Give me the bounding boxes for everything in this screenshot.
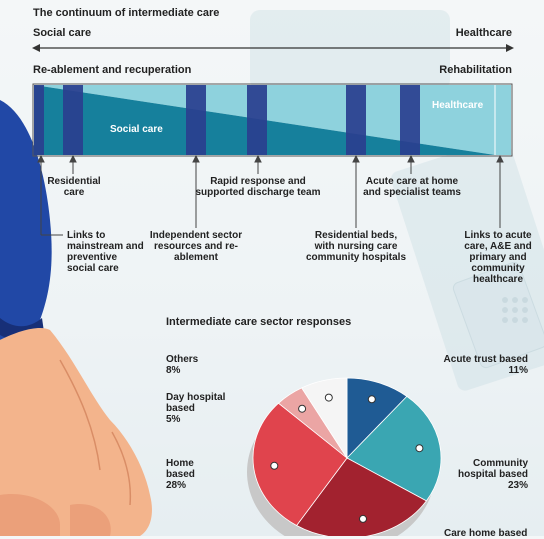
continuum-title: The continuum of intermediate care [33,7,220,19]
sleeve-shape [0,100,52,340]
healthcare-band-label: Healthcare [432,100,484,111]
band-marker [400,85,420,155]
pie-label-acute-trust-pct: 11% [508,365,528,376]
pie-slice [346,395,442,502]
pie-title: Intermediate care sector responses [166,316,352,328]
pie-slice-marker [324,393,333,402]
band-marker [34,85,44,155]
label-residential-beds: Residential beds, with nursing care comm… [306,230,407,263]
pie-label-community-hospital-pct: 23% [507,480,528,491]
label-acute-care-home: Acute care at home and specialist teams [363,176,461,198]
sub-right-label: Rehabilitation [439,64,512,76]
pie-label-others-name: Others [166,354,199,365]
label-rapid-response: Rapid response and supported discharge t… [195,176,321,198]
label-links-mainstream: Links to mainstream and preventive socia… [67,230,144,274]
pie-slice-marker [270,461,279,470]
hand-shape [0,328,152,536]
pie-label-community-hospital-name: Community hospital based [458,458,529,480]
label-residential-care: Residential care [47,176,101,198]
pie-slice-marker [415,444,424,453]
arrow-icon [506,44,514,52]
pie-label-home-name: Home based [166,458,195,480]
band-marker [247,85,267,155]
social-care-band-label: Social care [110,124,163,135]
pie-label-acute-trust-name: Acute trust based [443,354,528,365]
pie-label-others-pct: 8% [166,365,181,376]
pie-label-day-hospital: Day hospital based 5% [166,392,234,425]
pie-slice-marker [359,514,367,523]
label-independent-sector: Independent sector resources and re-able… [149,230,243,263]
band-marker [63,85,83,155]
healthcare-wedge [34,85,511,155]
pie-label-day-hospital-name: Day hospital based [166,392,226,414]
band-marker [186,85,206,155]
pie-label-care-home: Care home based [444,528,528,539]
pie-label-community-hospital: Community hospital based 23% [458,458,528,491]
axis-right-label: Healthcare [455,27,512,39]
pie-label-acute-trust: Acute trust based 11% [428,354,528,376]
pie-label-home-pct: 28% [166,480,187,491]
pie-slice [301,377,348,460]
pie-label-others: Others 8% [166,354,226,376]
pie-slice [252,402,348,527]
pie-label-home: Home based 28% [166,458,206,491]
pie-slice [346,377,408,459]
axis-left-label: Social care [33,27,92,39]
arrow-icon [32,44,40,52]
pie-label-day-hospital-pct: 5% [166,414,181,425]
label-links-acute: Links to acute care, A&E and primary and… [464,230,532,285]
sub-left-label: Re-ablement and recuperation [33,64,192,76]
pie-slice-marker [298,404,307,413]
continuum-band-outline [32,83,513,157]
band-marker [346,85,366,155]
pie-slice-marker [367,395,376,404]
pie-slice [296,457,427,536]
axis-arrow [32,44,514,52]
